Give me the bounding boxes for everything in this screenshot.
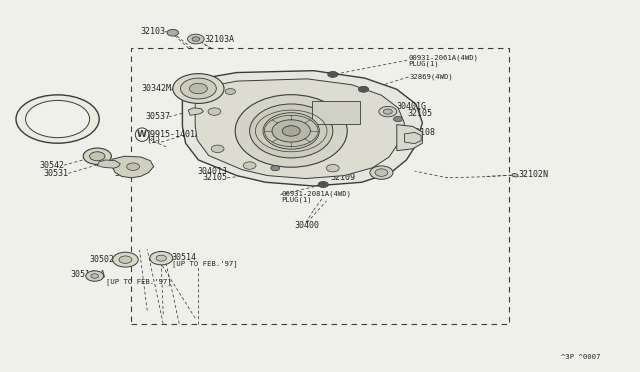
Polygon shape — [512, 173, 518, 177]
Polygon shape — [195, 79, 404, 179]
Circle shape — [167, 29, 179, 36]
Text: [UP TO FEB.'97]: [UP TO FEB.'97] — [172, 260, 237, 267]
Circle shape — [119, 256, 132, 263]
Circle shape — [189, 83, 207, 94]
Text: 30542E: 30542E — [42, 112, 72, 121]
Text: 00931-2061A(4WD): 00931-2061A(4WD) — [408, 54, 478, 61]
Text: 32108: 32108 — [410, 128, 435, 137]
Text: 30542: 30542 — [39, 161, 64, 170]
Text: 32103A: 32103A — [205, 35, 235, 44]
Text: ^3P ^0007: ^3P ^0007 — [561, 354, 600, 360]
Text: 30537: 30537 — [145, 112, 170, 121]
Circle shape — [86, 271, 104, 281]
Circle shape — [150, 251, 173, 265]
Polygon shape — [404, 132, 421, 144]
Circle shape — [188, 34, 204, 44]
Text: 32102N: 32102N — [518, 170, 548, 179]
Polygon shape — [188, 108, 204, 115]
Text: 30531: 30531 — [44, 169, 68, 178]
Circle shape — [326, 164, 339, 172]
Circle shape — [211, 145, 224, 153]
Text: 32869(4WD): 32869(4WD) — [410, 74, 453, 80]
Circle shape — [173, 74, 224, 103]
FancyBboxPatch shape — [312, 101, 360, 124]
Text: 30342M: 30342M — [141, 84, 172, 93]
Text: 32105: 32105 — [202, 173, 227, 182]
Circle shape — [328, 71, 338, 77]
Text: 00931-2081A(4WD): 00931-2081A(4WD) — [282, 190, 351, 197]
Text: 32103: 32103 — [140, 27, 165, 36]
Text: 30514: 30514 — [172, 253, 196, 262]
Bar — [131, 48, 509, 324]
Polygon shape — [112, 156, 154, 178]
Circle shape — [318, 182, 328, 187]
Text: PLUG(1): PLUG(1) — [282, 196, 312, 203]
Circle shape — [127, 163, 140, 170]
Circle shape — [208, 108, 221, 115]
Circle shape — [379, 106, 397, 117]
Text: PLUG(1): PLUG(1) — [408, 61, 439, 67]
Circle shape — [113, 252, 138, 267]
Text: 30514+A: 30514+A — [70, 270, 106, 279]
Polygon shape — [97, 160, 120, 168]
Text: (1): (1) — [146, 136, 161, 145]
Circle shape — [370, 166, 393, 179]
Circle shape — [90, 152, 105, 161]
Text: 30502: 30502 — [89, 255, 114, 264]
Text: 32109: 32109 — [331, 173, 356, 182]
Ellipse shape — [236, 95, 348, 167]
Circle shape — [16, 95, 99, 143]
Text: [UP TO FEB.'97]: [UP TO FEB.'97] — [106, 278, 172, 285]
Circle shape — [156, 255, 166, 261]
Text: W: W — [137, 130, 147, 139]
Circle shape — [192, 37, 200, 41]
Ellipse shape — [250, 104, 333, 158]
Polygon shape — [182, 71, 422, 186]
Circle shape — [26, 100, 90, 138]
Text: 30534: 30534 — [115, 169, 140, 178]
Circle shape — [180, 78, 216, 99]
Circle shape — [91, 274, 99, 278]
Text: 30400: 30400 — [294, 221, 320, 230]
Circle shape — [225, 89, 236, 94]
Circle shape — [271, 166, 280, 171]
Circle shape — [243, 162, 256, 169]
Circle shape — [83, 148, 111, 164]
Circle shape — [282, 126, 300, 136]
Text: 30401J: 30401J — [197, 167, 227, 176]
Polygon shape — [397, 125, 422, 151]
Circle shape — [358, 86, 369, 92]
Circle shape — [272, 120, 310, 142]
Circle shape — [375, 169, 388, 176]
Circle shape — [394, 116, 403, 122]
Text: 30401G: 30401G — [397, 102, 427, 111]
Ellipse shape — [263, 113, 319, 149]
Text: 32105: 32105 — [408, 109, 433, 118]
Circle shape — [383, 109, 392, 114]
Text: 09915-1401A: 09915-1401A — [146, 130, 201, 139]
